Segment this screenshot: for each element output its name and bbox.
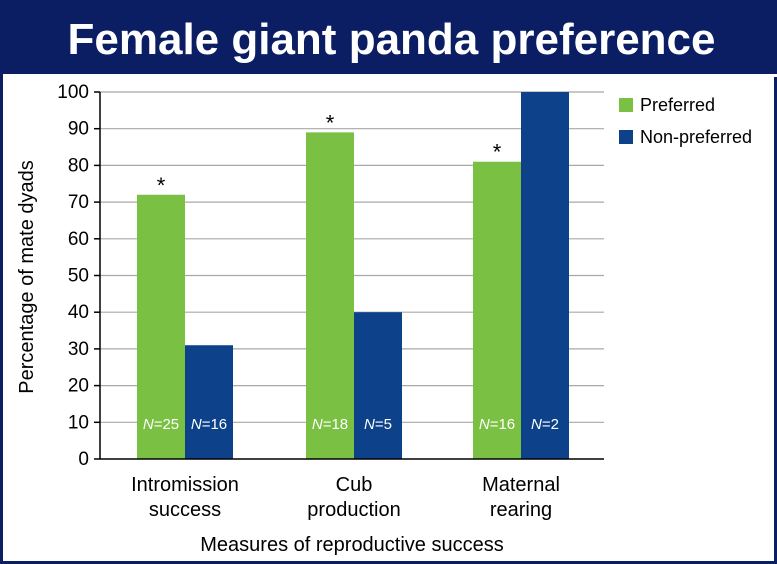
bar-n-label: N=25	[143, 416, 179, 433]
bar-n-label: N=18	[312, 416, 348, 433]
bar-n-label: N=2	[531, 416, 559, 433]
bar-n-label: N=16	[479, 416, 515, 433]
y-tick-label: 100	[57, 82, 89, 103]
y-tick-label: 30	[68, 339, 89, 360]
y-axis-title: Percentage of mate dyads	[16, 160, 38, 393]
legend-swatch-0	[619, 98, 633, 112]
title-bar: Female giant panda preference	[3, 3, 777, 77]
bar-n-label: N=16	[191, 416, 227, 433]
legend-swatch-1	[619, 130, 633, 144]
y-tick-label: 40	[68, 302, 89, 323]
bar-preferred-0	[137, 194, 185, 459]
y-tick-label: 0	[78, 449, 89, 470]
significance-marker: *	[326, 110, 335, 135]
y-tick-label: 80	[68, 155, 89, 176]
y-tick-label: 50	[68, 266, 89, 287]
bar-non-preferred-1	[354, 312, 402, 459]
bar-preferred-2	[473, 161, 521, 460]
x-tick-label: rearing	[490, 499, 552, 521]
y-tick-label: 20	[68, 376, 89, 397]
legend-label: Preferred	[640, 95, 715, 115]
significance-marker: *	[493, 140, 502, 165]
legend-label: Non-preferred	[640, 127, 752, 147]
x-tick-label: success	[149, 499, 221, 521]
x-tick-label: production	[307, 499, 400, 521]
y-tick-label: 90	[68, 119, 89, 140]
x-tick-label: Cub	[336, 474, 373, 496]
y-tick-label: 60	[68, 229, 89, 250]
significance-marker: *	[157, 173, 166, 198]
y-tick-label: 70	[68, 192, 89, 213]
chart-title: Female giant panda preference	[67, 15, 716, 64]
x-tick-label: Maternal	[482, 474, 560, 496]
bar-n-label: N=5	[364, 416, 392, 433]
x-tick-label: Intromission	[131, 474, 239, 496]
bar-non-preferred-2	[521, 92, 569, 459]
bar-preferred-1	[306, 132, 354, 459]
y-tick-label: 10	[68, 412, 89, 433]
bar-non-preferred-0	[185, 345, 233, 459]
x-axis-title: Measures of reproductive success	[200, 534, 503, 556]
